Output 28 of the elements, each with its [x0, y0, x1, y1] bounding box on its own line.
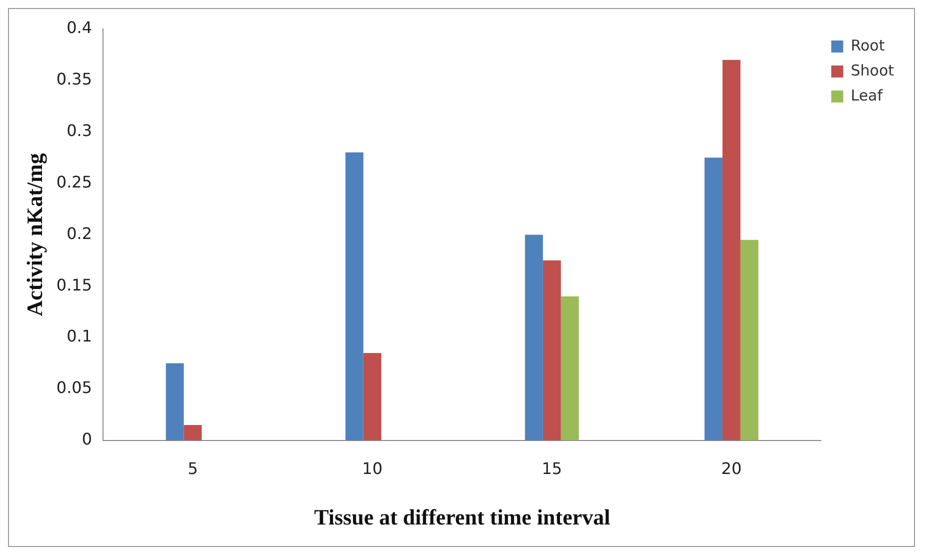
- y-tick-label: 0.25: [56, 172, 92, 192]
- bar: [363, 352, 382, 440]
- y-tick-label: 0.2: [66, 224, 92, 243]
- bar: [740, 240, 758, 440]
- y-tick-label: 0.4: [66, 18, 92, 38]
- legend-label: Root: [850, 36, 885, 54]
- y-axis-title: Activity nKat/mg: [22, 153, 47, 316]
- y-tick-label: 0.35: [56, 70, 92, 89]
- x-tick-label: 10: [362, 459, 383, 478]
- y-tick-label: 0.3: [66, 121, 92, 140]
- legend-label: Leaf: [850, 86, 884, 104]
- bar: [704, 158, 722, 440]
- bar: [345, 152, 364, 440]
- x-tick-label: 20: [721, 459, 742, 478]
- y-tick-label: 0.05: [56, 378, 92, 398]
- y-tick-label: 0.15: [56, 275, 92, 294]
- y-tick-label: 0: [82, 430, 92, 449]
- bar: [184, 424, 202, 440]
- x-tick-label: 5: [188, 459, 198, 478]
- x-tick-label: 15: [542, 459, 562, 478]
- bar: [722, 60, 740, 440]
- bar: [166, 363, 184, 440]
- y-tick-label: 0.1: [66, 326, 92, 346]
- bar: [542, 260, 561, 440]
- bar: [560, 296, 579, 440]
- legend-label: Shoot: [850, 61, 894, 80]
- bar: [524, 234, 543, 440]
- x-axis-title: Tissue at different time interval: [314, 504, 610, 530]
